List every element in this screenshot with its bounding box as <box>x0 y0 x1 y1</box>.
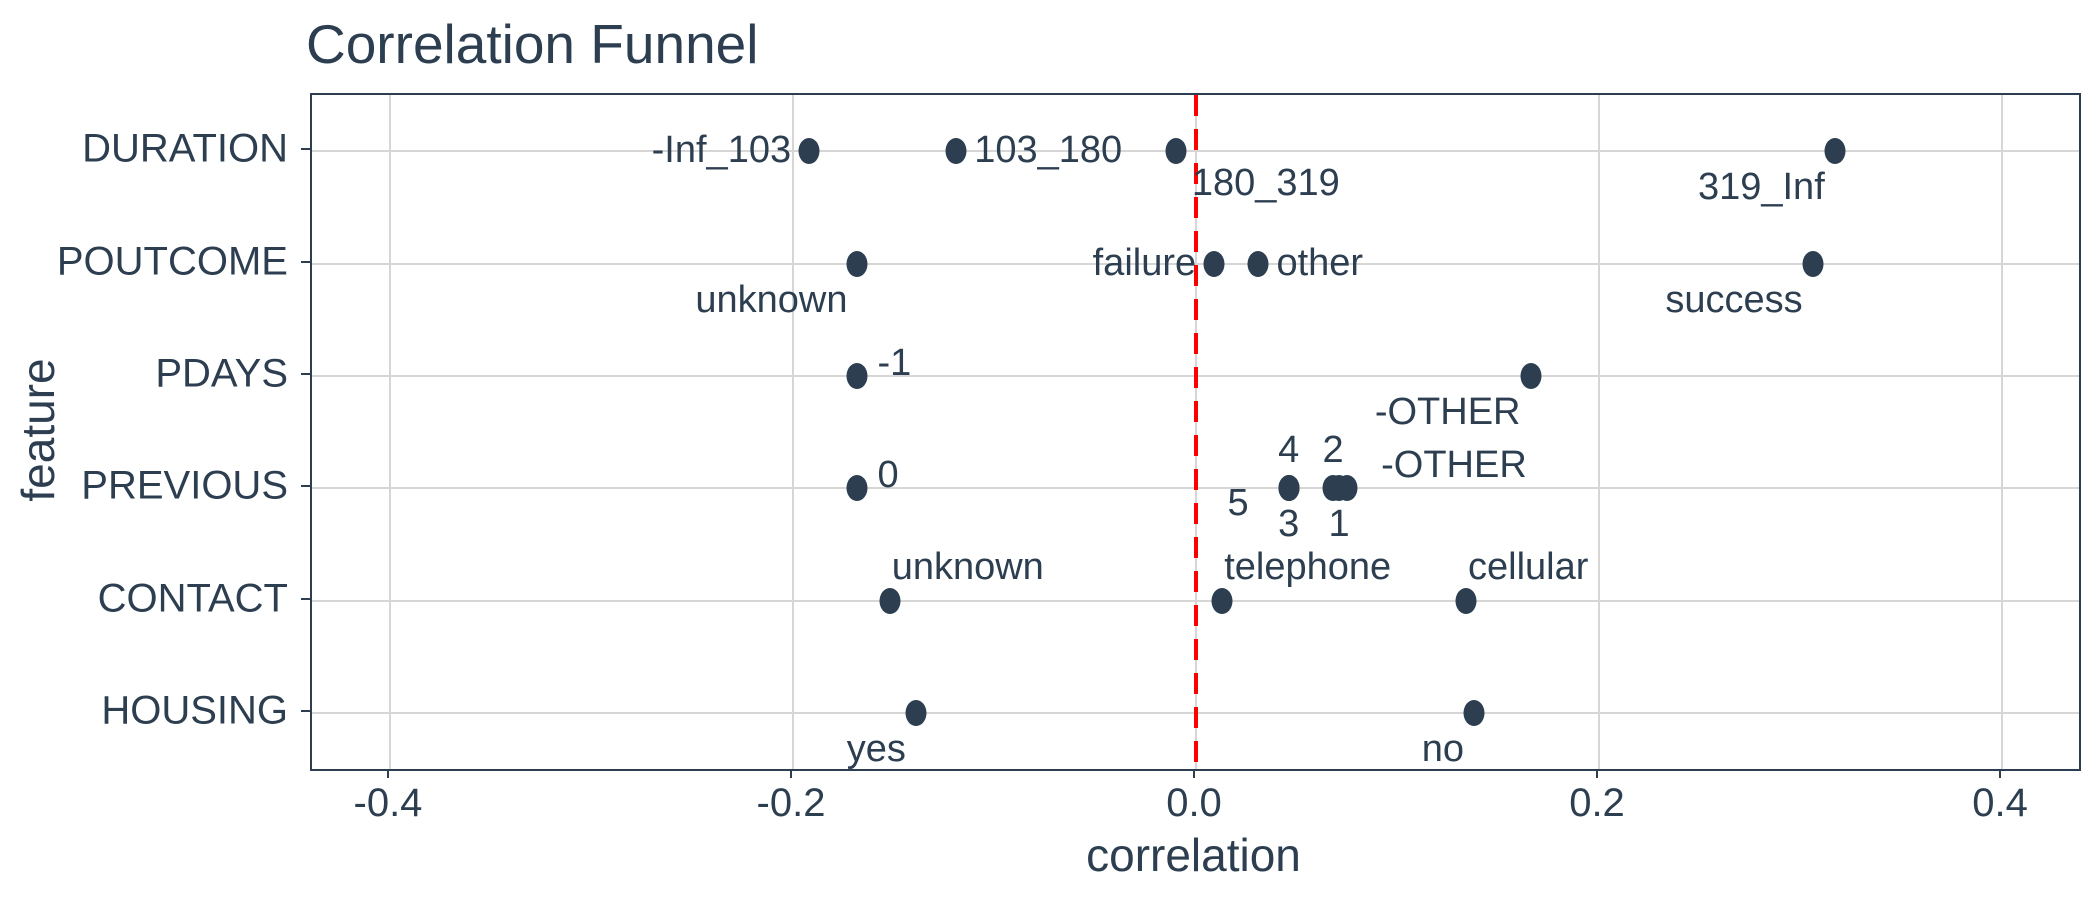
y-axis-tick <box>301 260 310 263</box>
point-label: success <box>1665 278 1803 321</box>
gridline-vertical <box>2001 95 2004 769</box>
point-label: -OTHER <box>1374 390 1521 433</box>
x-axis-tick <box>1193 769 1195 778</box>
data-point <box>1203 250 1225 277</box>
y-axis-tick <box>301 485 310 488</box>
point-label: 1 <box>1328 503 1350 546</box>
data-point <box>1824 138 1846 165</box>
zero-reference-line <box>1194 95 1198 769</box>
data-point <box>1165 138 1187 165</box>
point-label: 0 <box>877 454 899 497</box>
y-axis-tick <box>301 372 310 375</box>
x-tick-label: -0.2 <box>756 781 826 825</box>
point-label: -OTHER <box>1381 444 1527 487</box>
y-tick-label-poutcome: POUTCOME <box>56 239 288 283</box>
gridline-vertical <box>388 95 391 769</box>
data-point <box>1247 250 1269 277</box>
data-point <box>1211 587 1233 614</box>
y-tick-label-housing: HOUSING <box>101 688 288 733</box>
point-label: -Inf_103 <box>651 129 792 172</box>
x-axis-tick <box>1596 769 1598 778</box>
point-label: yes <box>846 727 906 770</box>
point-label: telephone <box>1224 545 1392 588</box>
y-tick-label-duration: DURATION <box>82 126 288 171</box>
chart-title: Correlation Funnel <box>306 13 759 75</box>
data-point <box>1455 587 1477 614</box>
point-label: unknown <box>891 545 1044 588</box>
y-axis-tick <box>301 597 310 600</box>
gridline-vertical <box>1598 95 1600 769</box>
data-point <box>1802 250 1824 277</box>
point-label: 103_180 <box>974 129 1123 172</box>
data-point <box>1336 475 1358 502</box>
point-label: no <box>1421 727 1465 770</box>
data-point <box>1463 699 1485 726</box>
point-label: unknown <box>695 278 848 321</box>
point-label: 2 <box>1322 429 1344 472</box>
data-point <box>905 699 927 726</box>
point-label: 319_Inf <box>1697 166 1825 209</box>
x-tick-label: 0.4 <box>1972 781 2028 825</box>
x-axis-title: correlation <box>1086 829 1301 881</box>
data-point <box>846 362 868 389</box>
data-point <box>945 138 967 165</box>
y-axis-tick <box>301 709 310 712</box>
x-tick-label: 0.0 <box>1166 781 1222 825</box>
x-tick-label: -0.4 <box>353 781 423 825</box>
gridline-vertical <box>791 95 794 769</box>
y-axis-tick <box>301 148 310 151</box>
point-label: -1 <box>877 341 912 384</box>
data-point <box>846 250 868 277</box>
data-point <box>798 138 820 165</box>
point-label: 5 <box>1227 482 1249 525</box>
data-point <box>1520 362 1541 389</box>
x-axis-tick <box>1999 769 2002 778</box>
x-tick-label: 0.2 <box>1569 781 1625 825</box>
y-tick-label-pdays: PDAYS <box>155 351 288 396</box>
data-point <box>1278 475 1300 502</box>
point-label: 3 <box>1278 503 1300 546</box>
point-label: other <box>1276 241 1364 284</box>
x-axis-tick <box>386 769 389 778</box>
y-tick-label-contact: CONTACT <box>97 576 288 620</box>
point-label: 4 <box>1278 429 1300 472</box>
y-tick-label-previous: PREVIOUS <box>81 463 288 508</box>
point-label: failure <box>1092 241 1197 284</box>
x-axis-tick <box>789 769 792 778</box>
data-point <box>846 475 868 502</box>
point-label: 180_319 <box>1191 162 1340 205</box>
data-point <box>879 587 901 614</box>
point-label: cellular <box>1468 545 1589 588</box>
